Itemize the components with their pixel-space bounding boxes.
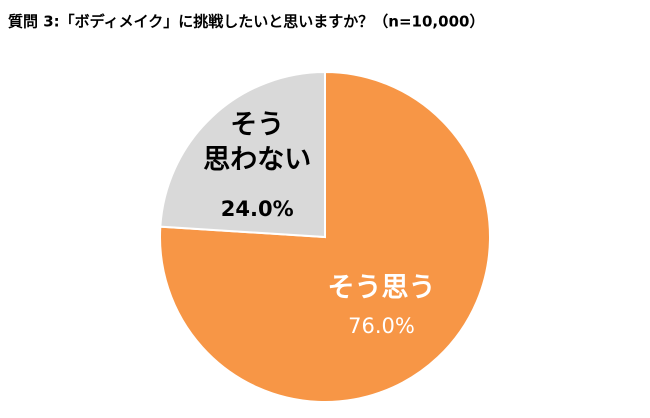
pie-slice: [159, 70, 491, 403]
slice-category-label: そう思う: [327, 273, 435, 304]
slice-value-label: 76.0%: [348, 314, 415, 338]
label-line: 思わない: [203, 144, 311, 175]
label-line: そう: [230, 109, 284, 140]
slice-category-label: そう思わない: [203, 109, 311, 175]
slice-value-label: 24.0%: [221, 197, 294, 221]
pie-slice: [159, 70, 326, 239]
chart-title: 質問 3:「ボディメイク」に挑戦したいと思いますか？（n=10,000）: [8, 13, 484, 31]
